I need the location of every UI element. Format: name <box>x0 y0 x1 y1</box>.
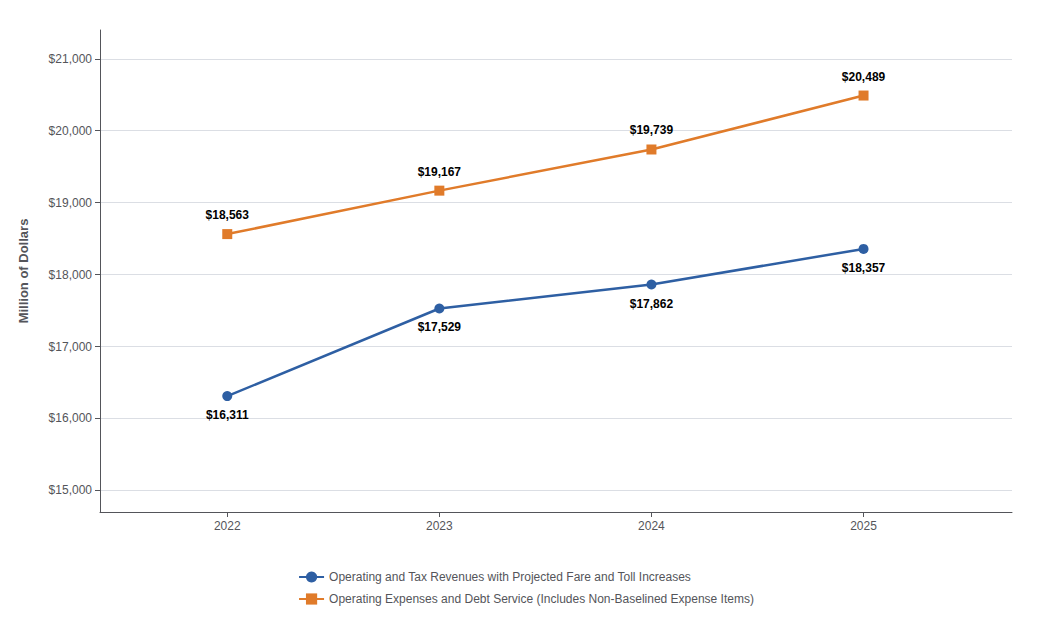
svg-text:$18,357: $18,357 <box>842 261 886 275</box>
svg-text:Operating Expenses and Debt Se: Operating Expenses and Debt Service (Inc… <box>329 592 754 606</box>
svg-text:$16,000: $16,000 <box>49 411 93 425</box>
svg-text:2022: 2022 <box>214 519 241 533</box>
svg-text:$20,000: $20,000 <box>49 124 93 138</box>
svg-text:Operating and Tax Revenues wit: Operating and Tax Revenues with Projecte… <box>329 570 691 584</box>
svg-text:2023: 2023 <box>426 519 453 533</box>
svg-text:$17,529: $17,529 <box>418 320 462 334</box>
svg-text:$19,739: $19,739 <box>630 123 674 137</box>
svg-text:$17,000: $17,000 <box>49 340 93 354</box>
svg-text:$20,489: $20,489 <box>842 70 886 84</box>
svg-text:2025: 2025 <box>850 519 877 533</box>
svg-text:$15,000: $15,000 <box>49 483 93 497</box>
svg-text:$19,167: $19,167 <box>418 165 462 179</box>
svg-text:$19,000: $19,000 <box>49 196 93 210</box>
svg-text:$21,000: $21,000 <box>49 52 93 66</box>
svg-text:Million of Dollars: Million of Dollars <box>16 219 31 324</box>
svg-text:$17,862: $17,862 <box>630 297 674 311</box>
svg-text:$16,311: $16,311 <box>206 408 249 422</box>
svg-text:2024: 2024 <box>638 519 665 533</box>
svg-text:$18,000: $18,000 <box>49 268 93 282</box>
svg-text:$18,563: $18,563 <box>206 208 250 222</box>
